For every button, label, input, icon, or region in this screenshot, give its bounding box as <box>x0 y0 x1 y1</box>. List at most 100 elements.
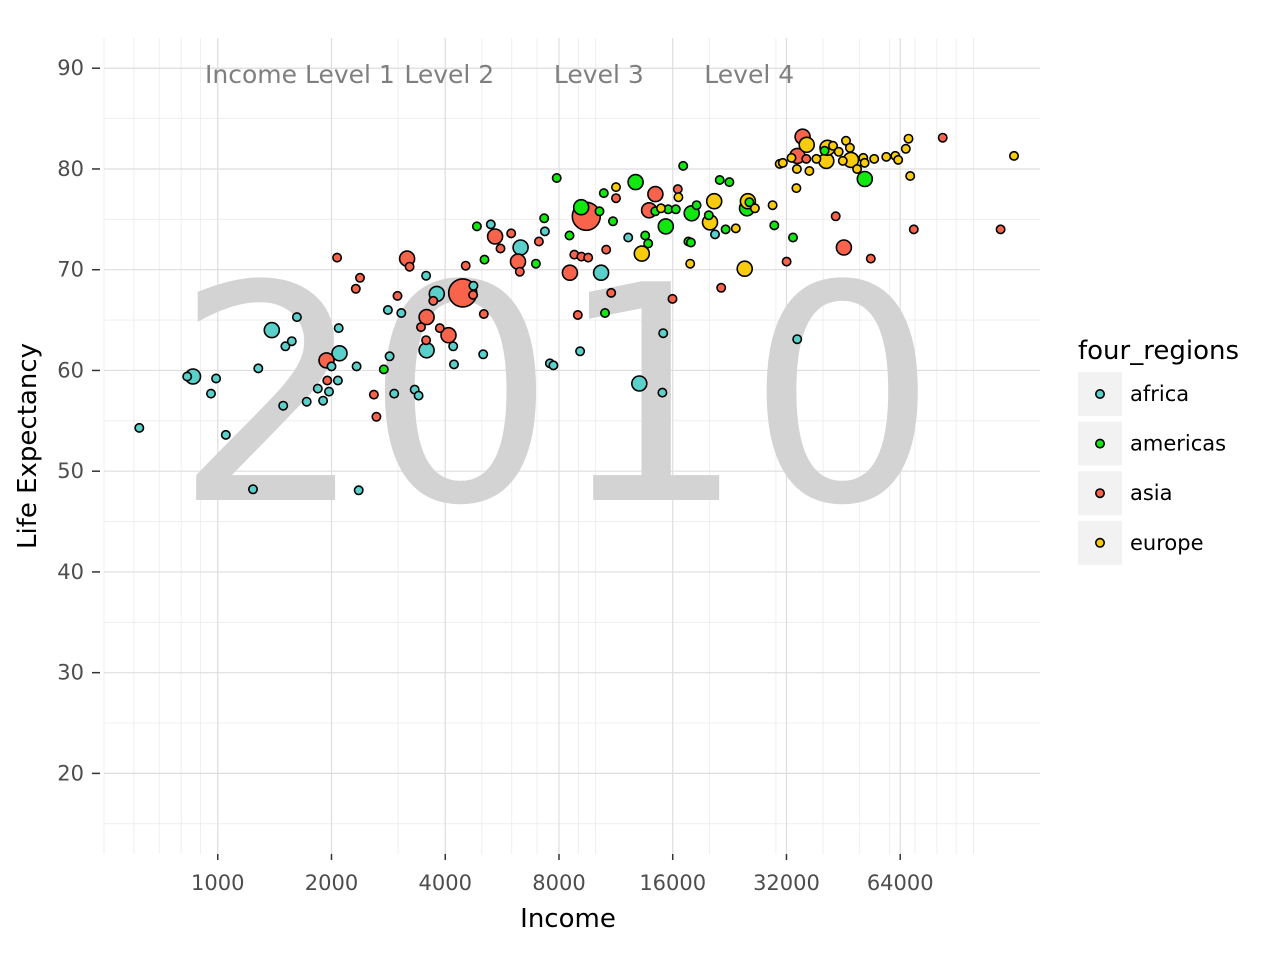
data-point-asia <box>392 290 403 301</box>
data-points <box>134 128 1019 496</box>
data-point-africa <box>396 307 407 318</box>
x-tick-label: 1000 <box>191 871 244 895</box>
data-point-asia <box>937 132 948 143</box>
data-point-europe <box>837 155 848 166</box>
data-point-europe <box>786 152 797 163</box>
data-point-africa <box>592 264 610 282</box>
data-point-asia <box>428 295 439 306</box>
data-point-americas <box>599 307 610 318</box>
data-point-europe <box>804 166 815 177</box>
income-level-label: Level 2 <box>404 60 494 89</box>
data-point-africa <box>182 371 193 382</box>
data-point-asia <box>667 293 678 304</box>
data-point-africa <box>286 336 297 347</box>
data-point-africa <box>382 304 393 315</box>
data-point-asia <box>514 266 525 277</box>
data-point-africa <box>301 396 312 407</box>
data-point-americas <box>539 213 550 224</box>
income-level-labels: Income Level 1 Level 2 Level 3 Level 4 <box>205 60 794 89</box>
data-point-asia <box>781 256 792 267</box>
data-point-americas <box>640 230 651 241</box>
legend-key-americas <box>1095 438 1106 449</box>
data-point-americas <box>670 204 681 215</box>
x-tick-label: 64000 <box>867 871 934 895</box>
data-point-asia <box>601 244 612 255</box>
data-point-europe <box>633 245 651 262</box>
data-point-europe <box>685 258 696 269</box>
data-point-americas <box>714 175 725 186</box>
data-point-asia <box>440 326 457 344</box>
data-point-asia <box>354 272 365 283</box>
data-point-africa <box>291 312 302 323</box>
data-point-europe <box>791 164 802 175</box>
data-point-africa <box>478 349 489 360</box>
data-point-africa <box>332 375 343 386</box>
legend-label: africa <box>1130 382 1189 406</box>
data-point-asia <box>371 411 382 422</box>
data-point-europe <box>767 200 778 211</box>
data-point-americas <box>703 210 714 221</box>
data-point-africa <box>448 341 459 352</box>
data-point-asia <box>509 253 527 270</box>
data-point-asia <box>561 264 579 282</box>
data-point-asia <box>486 228 504 245</box>
data-point-asia <box>421 335 432 346</box>
data-point-africa <box>657 387 668 398</box>
y-tick-label: 30 <box>57 661 84 685</box>
plot-panel <box>104 38 1040 854</box>
data-point-americas <box>691 200 702 211</box>
legend-label: europe <box>1130 531 1204 555</box>
data-point-asia <box>672 184 683 195</box>
y-axis-title: Life Expectancy <box>13 343 43 549</box>
data-point-asia <box>583 252 594 263</box>
data-point-asia <box>478 308 489 319</box>
data-point-europe <box>777 157 788 168</box>
data-point-africa <box>630 375 648 392</box>
data-point-europe <box>736 260 754 278</box>
data-point-asia <box>322 375 333 386</box>
legend-key-africa <box>1095 388 1106 399</box>
data-point-africa <box>485 219 496 230</box>
y-tick-label: 20 <box>57 761 84 785</box>
data-point-asia <box>610 193 621 204</box>
y-tick-label: 80 <box>57 157 84 181</box>
data-point-americas <box>378 364 389 375</box>
data-point-americas <box>856 170 874 188</box>
data-point-africa <box>389 388 400 399</box>
income-level-label: Income Level 1 <box>205 60 395 89</box>
data-point-europe <box>852 164 863 175</box>
data-point-africa <box>384 351 395 362</box>
x-tick-label: 4000 <box>419 871 472 895</box>
data-point-asia <box>801 153 812 164</box>
data-point-asia <box>418 308 435 326</box>
data-point-asia <box>908 224 919 235</box>
data-point-europe <box>655 203 666 214</box>
data-point-americas <box>471 221 482 232</box>
data-point-asia <box>865 253 876 264</box>
data-point-europe <box>749 203 760 214</box>
data-point-europe <box>811 153 822 164</box>
x-axis: 1000 2000 4000 8000 16000 32000 64000 <box>191 854 934 895</box>
data-point-europe <box>673 192 684 203</box>
data-point-europe <box>610 182 621 193</box>
data-point-americas <box>643 238 654 249</box>
y-tick-label: 40 <box>57 560 84 584</box>
data-point-europe <box>844 142 855 153</box>
legend-label: asia <box>1130 481 1173 505</box>
data-point-europe <box>903 133 914 144</box>
x-tick-label: 16000 <box>639 871 706 895</box>
data-point-asia <box>350 283 361 294</box>
data-point-africa <box>280 341 291 352</box>
data-point-africa <box>263 321 281 339</box>
data-point-africa <box>220 429 231 440</box>
data-point-asia <box>830 211 841 222</box>
data-point-europe <box>730 223 741 234</box>
y-tick-label: 60 <box>57 358 84 382</box>
data-point-europe <box>881 151 892 162</box>
data-point-africa <box>575 346 586 357</box>
data-point-africa <box>623 232 634 243</box>
data-point-americas <box>572 198 590 216</box>
x-tick-label: 8000 <box>532 871 585 895</box>
data-point-asia <box>572 309 583 320</box>
data-point-asia <box>415 322 426 333</box>
